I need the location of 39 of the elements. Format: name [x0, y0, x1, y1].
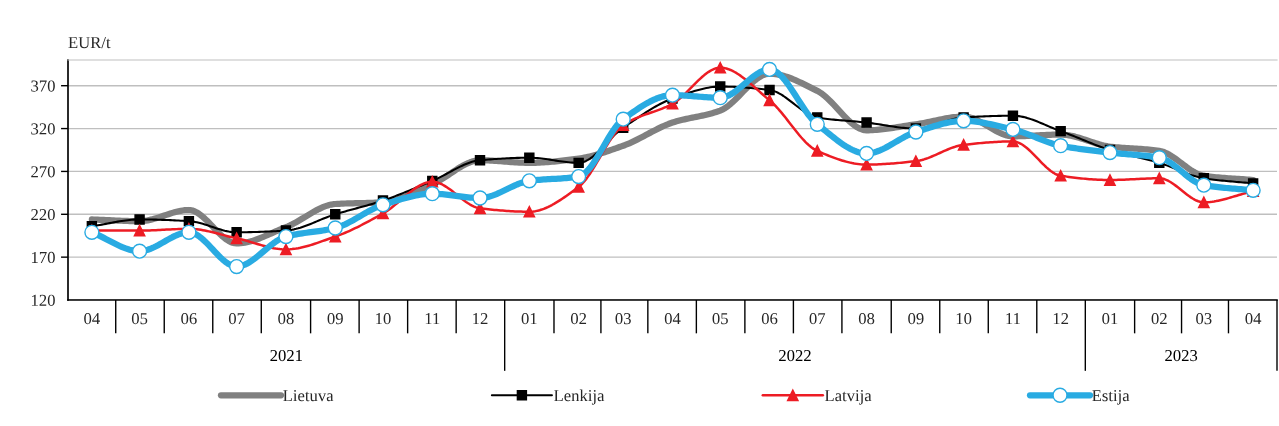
y-tick-label: 170 [31, 251, 55, 264]
legend-label: Lietuva [283, 390, 334, 402]
text: 2022 [779, 349, 811, 362]
y-tick-label: 370 [31, 80, 55, 92]
x-tick-label: 05 [712, 312, 728, 325]
x-tick-label: 08 [278, 312, 294, 325]
legend-label: Latvija [824, 390, 872, 405]
x-tick-label: 03 [615, 312, 631, 325]
x-tick-label: 11 [1006, 313, 1020, 325]
x-tick-label: 02 [570, 312, 587, 325]
x-tick-label: 11 [425, 313, 440, 325]
x-tick-label: 01 [521, 312, 537, 325]
x-tick-label: 04 [84, 312, 100, 325]
x-tick-label: 10 [376, 312, 391, 325]
x-tick-label: 07 [228, 312, 245, 325]
y-tick-label: 220 [31, 208, 55, 221]
x-tick-label: 09 [327, 312, 343, 325]
x-tick-label: 05 [131, 312, 148, 325]
x-tick-label: 04 [1245, 312, 1262, 325]
legend-label: Lenkija [554, 389, 605, 405]
x-tick-label: 02 [1151, 312, 1167, 325]
y-tick-label: 320 [31, 123, 55, 135]
y-tick-label: 270 [31, 166, 55, 178]
x-tick-label: 12 [1053, 313, 1069, 325]
y-axis-title: EUR/t [68, 37, 111, 49]
x-tick-label: 12 [473, 313, 488, 325]
x-tick-label: 07 [809, 312, 826, 325]
text: 2021 [270, 349, 302, 362]
x-tick-label: 03 [1196, 312, 1212, 325]
text: 2023 [1165, 349, 1198, 362]
x-tick-label: 08 [858, 312, 875, 325]
x-tick-label: 06 [761, 312, 778, 325]
legend-label: Estija [1092, 390, 1130, 405]
x-tick-label: 09 [908, 312, 924, 325]
x-tick-label: 06 [181, 312, 197, 325]
x-tick-label: 04 [664, 312, 681, 325]
x-tick-label: 01 [1102, 312, 1118, 325]
x-tick-label: 10 [956, 312, 972, 325]
y-tick-label: 120 [31, 294, 55, 306]
